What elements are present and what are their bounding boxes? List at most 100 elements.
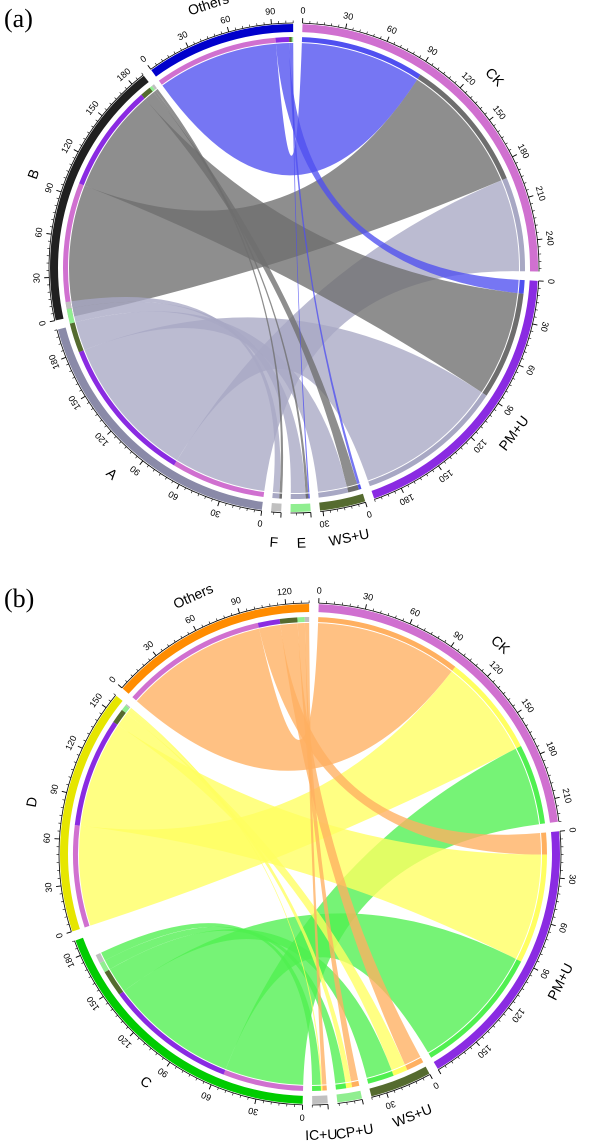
tick-label: 150: [476, 1043, 494, 1060]
tick-mark: [180, 47, 182, 51]
tick-mark: [213, 33, 216, 37]
tick-label: 180: [516, 142, 532, 160]
tick-mark: [91, 125, 94, 128]
tick-mark: [239, 1095, 242, 1098]
sector-track-ck-b: [318, 604, 558, 823]
tick-axis-ck-a: [302, 22, 540, 272]
tick-label: 0: [546, 279, 556, 285]
tick-mark: [87, 131, 90, 134]
tick-mark: [187, 631, 190, 635]
tick-mark: [135, 77, 138, 80]
tick-label: 30: [362, 591, 374, 603]
tick-mark: [457, 1056, 460, 1059]
sector-track-cp-u-b: [336, 1090, 363, 1103]
tick-label: 180: [61, 952, 76, 970]
tick-mark: [400, 44, 402, 48]
tick-label: 0: [257, 518, 263, 529]
tick-label: 240: [544, 230, 556, 246]
tick-mark: [469, 658, 472, 661]
tick-label: 60: [183, 613, 196, 626]
tick-mark: [475, 101, 478, 104]
sector-d-b: 0 30 60 90 120 150 D: [23, 691, 123, 940]
tick-mark: [146, 465, 149, 468]
tick-mark: [128, 80, 133, 85]
tick-mark: [148, 658, 151, 661]
tick-mark: [444, 461, 447, 464]
tick-mark: [552, 916, 556, 918]
tick-mark: [104, 108, 107, 111]
sector-cp-u-b: CP+U: [335, 1090, 375, 1142]
tick-label: 90: [451, 629, 465, 643]
tick-label: 0: [37, 320, 48, 327]
tick-mark: [533, 738, 536, 740]
tick-mark: [79, 144, 82, 146]
sector-a-a: 0 30 60 90 120 150 180 A: [47, 327, 263, 529]
tick-mark: [425, 56, 429, 62]
tick-mark: [489, 414, 493, 417]
tick-label: 150: [66, 394, 82, 412]
tick-mark: [395, 615, 397, 619]
tick-mark: [521, 988, 525, 991]
tick-mark: [508, 1007, 513, 1012]
link-anchor-b-a: [62, 183, 84, 318]
tick-mark: [181, 1070, 184, 1073]
tick-mark: [224, 1090, 227, 1093]
sector-label-ck-b: CK: [488, 632, 514, 657]
tick-mark: [161, 58, 163, 62]
tick-mark: [455, 452, 458, 455]
chord-svg-b: 0 30 60 90 120 150 180 210 CK 0 30 60 90 120 150 PM+U 0 3…: [23, 580, 578, 1143]
tick-mark: [366, 31, 368, 35]
tick-label: 150: [491, 103, 508, 121]
tick-mark: [422, 1077, 425, 1081]
link-anchor-others-a: [291, 37, 294, 43]
tick-mark: [230, 612, 233, 616]
tick-mark: [470, 436, 476, 442]
link-pm-u-to-c-b: [124, 913, 516, 1070]
tick-mark: [193, 625, 197, 631]
tick-mark: [232, 505, 234, 508]
tick-mark: [521, 358, 525, 360]
link-anchor-others-b: [257, 618, 281, 628]
tick-label: 90: [426, 44, 440, 58]
link-pm-u-to-a-a: [84, 317, 482, 481]
tick-label: 120: [63, 734, 78, 752]
tick-mark: [72, 376, 75, 379]
tick-mark: [518, 168, 521, 171]
tick-mark: [160, 648, 163, 652]
tick-mark: [470, 1046, 473, 1050]
tick-label: 180: [398, 492, 416, 508]
tick-mark: [487, 672, 492, 677]
tick-mark: [501, 136, 504, 139]
tick-mark: [517, 709, 522, 714]
tick-mark: [54, 204, 58, 207]
tick-mark: [117, 684, 123, 689]
link-anchor-b-a: [149, 85, 155, 92]
sector-label-ws-u-a: WS+U: [327, 525, 370, 549]
link-anchor-ws-u-b: [405, 1057, 424, 1071]
sector-ic-u-b: IC+U: [305, 1095, 338, 1143]
tick-mark: [512, 154, 517, 158]
tick-mark: [73, 149, 79, 153]
tick-mark: [232, 1092, 234, 1096]
link-anchor-ic-u-b: [322, 1085, 327, 1091]
link-anchor-b-a: [141, 87, 153, 99]
tick-label: 60: [42, 833, 53, 844]
sector-label-cp-u-b: CP+U: [335, 1120, 375, 1142]
tick-mark: [437, 635, 440, 639]
tick-mark: [438, 465, 442, 471]
tick-label: 0: [567, 827, 577, 833]
tick-mark: [487, 1031, 490, 1034]
tick-mark: [437, 67, 440, 70]
link-anchor-pm-u-b: [516, 854, 547, 962]
tick-label: 90: [43, 182, 56, 195]
tick-mark: [419, 55, 422, 58]
tick-label: 210: [534, 185, 548, 202]
sector-track-others-a: [151, 24, 294, 77]
tick-mark: [465, 442, 469, 445]
link-anchor-c-b: [119, 991, 226, 1075]
tick-mark: [552, 789, 556, 792]
tick-mark: [451, 1061, 454, 1064]
link-cp-u-to-others-b: [297, 623, 359, 1082]
tick-mark: [386, 36, 390, 42]
